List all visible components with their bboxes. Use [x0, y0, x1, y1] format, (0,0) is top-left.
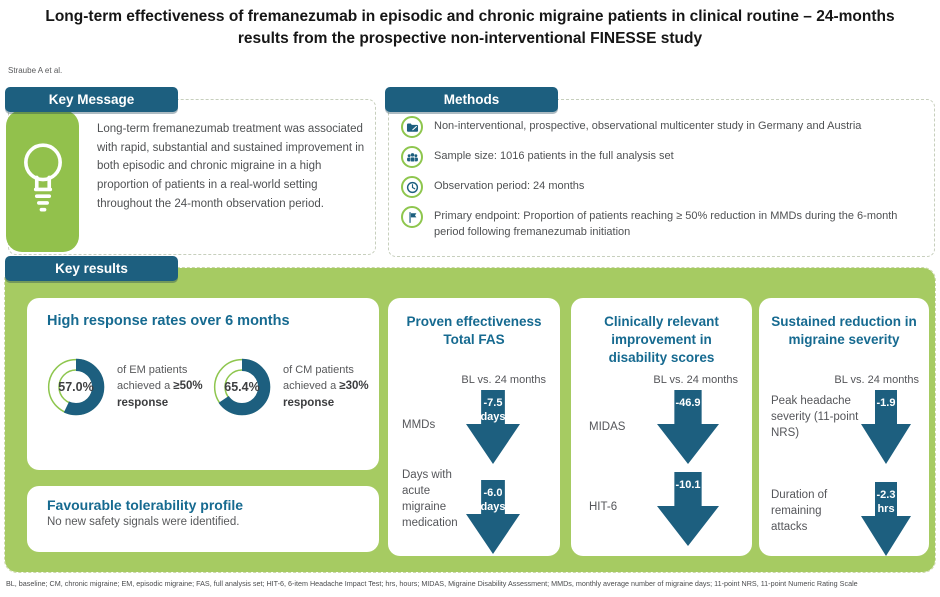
metric-label-mmds: MMDs — [402, 419, 436, 431]
methods-tab: Methods — [385, 87, 558, 112]
metric-label-acute-medication-days: Days with acute migraine medication — [402, 469, 458, 529]
em-response-donut-group: 57.0% of EM patients achieved a ≥50% res… — [43, 354, 209, 420]
metric-label-midas: MIDAS — [589, 421, 626, 433]
methods-box: Non-interventional, prospective, observa… — [388, 99, 935, 257]
cm-response-donut-group: 65.4% of CM patients achieved a ≥30% res… — [209, 354, 375, 420]
patients-group-icon — [401, 146, 423, 168]
reduction-value: -10.1 — [675, 479, 701, 491]
disability-heading: Clinically relevant improvement in disab… — [604, 314, 719, 365]
reduction-unit: hrs — [877, 502, 895, 515]
cm-response-donut-chart: 65.4% — [209, 354, 275, 420]
study-document-icon — [401, 116, 423, 138]
severity-heading: Sustained reduction in migraine severity — [771, 314, 917, 347]
method-item: Primary endpoint: Proportion of patients… — [401, 206, 924, 241]
cm-response-description: of CM patients achieved a ≥30% response — [283, 363, 369, 409]
method-item-text: Sample size: 1016 patients in the full a… — [434, 150, 674, 162]
reduction-arrow-mmds: -7.5 days — [466, 390, 520, 464]
clock-icon — [401, 176, 423, 198]
reduction-unit: days — [480, 500, 506, 513]
reduction-arrow-acute-medication-days: -6.0 days — [466, 480, 520, 554]
key-results-tab: Key results — [5, 256, 178, 281]
key-message-tab: Key Message — [5, 87, 178, 112]
metric-label-attack-duration: Duration of remaining attacks — [771, 489, 828, 533]
reduction-arrow-peak-severity: -1.9 — [861, 390, 911, 464]
method-item: Observation period: 24 months — [401, 176, 924, 198]
reduction-value: -1.9 — [876, 397, 896, 409]
key-message-text: Long-term fremanezumab treatment was ass… — [97, 123, 365, 210]
abbreviations-footnote: BL, baseline; CM, chronic migraine; EM, … — [6, 579, 858, 588]
comparison-label: BL vs. 24 months — [834, 374, 919, 386]
tolerability-heading: Favourable tolerability profile — [47, 497, 244, 513]
reduction-value: -46.9 — [675, 397, 701, 409]
reduction-value: -7.5 — [483, 397, 503, 409]
reduction-arrow-midas: -46.9 — [657, 390, 719, 464]
reduction-arrow-attack-duration: -2.3 hrs — [861, 482, 911, 556]
reduction-value: -2.3 — [876, 489, 896, 501]
metric-label-peak-severity: Peak headache severity (11-point NRS) — [771, 395, 859, 439]
page-title: Long-term effectiveness of fremanezumab … — [45, 8, 895, 47]
disability-scores-card: Clinically relevant improvement in disab… — [571, 298, 752, 556]
metric-label-hit6: HIT-6 — [589, 501, 618, 513]
method-item-text: Primary endpoint: Proportion of patients… — [434, 210, 898, 238]
key-results-panel: High response rates over 6 months 57.0% — [4, 267, 936, 573]
tolerability-card: Favourable tolerability profile No new s… — [27, 486, 379, 552]
tolerability-text: No new safety signals were identified. — [47, 516, 240, 528]
reduction-value: -6.0 — [483, 487, 503, 499]
lightbulb-icon — [17, 137, 69, 226]
response-card-heading: High response rates over 6 months — [47, 313, 290, 329]
em-response-percentage: 57.0% — [58, 380, 94, 394]
response-rates-card: High response rates over 6 months 57.0% — [27, 298, 379, 470]
effectiveness-heading: Proven effectiveness Total FAS — [406, 314, 542, 347]
em-response-description: of EM patients achieved a ≥50% response — [117, 363, 203, 409]
method-item: Sample size: 1016 patients in the full a… — [401, 146, 924, 168]
reduction-arrow-hit6: -10.1 — [657, 472, 719, 546]
comparison-label: BL vs. 24 months — [461, 374, 546, 386]
reduction-unit: days — [480, 410, 506, 423]
lightbulb-panel — [6, 110, 79, 252]
cm-response-percentage: 65.4% — [224, 380, 260, 394]
donut-row: 57.0% of EM patients achieved a ≥50% res… — [43, 354, 375, 420]
author-line: Straube A et al. — [8, 66, 63, 75]
effectiveness-card: Proven effectiveness Total FAS BL vs. 24… — [388, 298, 560, 556]
method-item-text: Observation period: 24 months — [434, 180, 585, 192]
flag-icon — [401, 206, 423, 228]
comparison-label: BL vs. 24 months — [653, 374, 738, 386]
method-item-text: Non-interventional, prospective, observa… — [434, 120, 862, 132]
em-response-donut-chart: 57.0% — [43, 354, 109, 420]
method-item: Non-interventional, prospective, observa… — [401, 116, 924, 138]
migraine-severity-card: Sustained reduction in migraine severity… — [759, 298, 929, 556]
